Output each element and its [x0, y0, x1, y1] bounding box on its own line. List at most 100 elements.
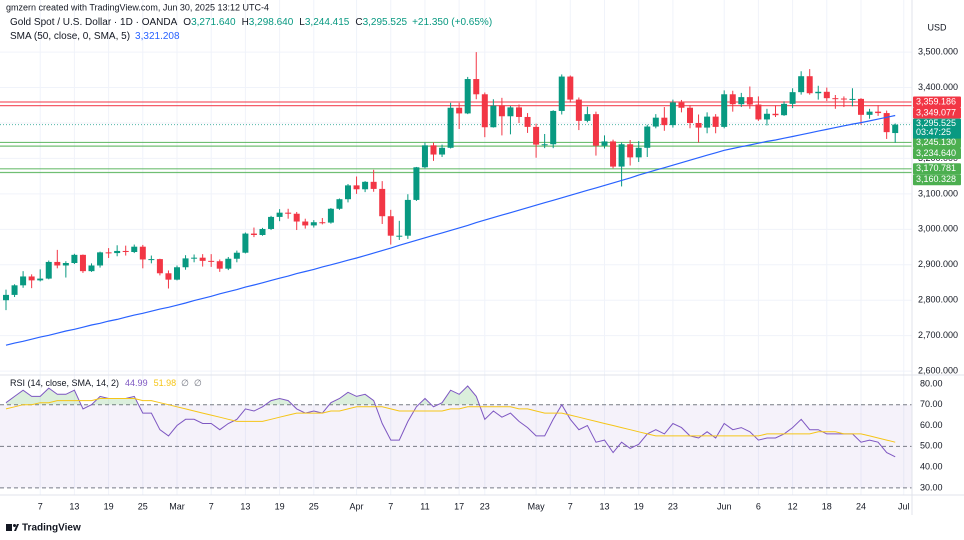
candle-body: [387, 216, 394, 236]
symbol: Gold Spot / U.S. Dollar · 1D · OANDA: [10, 17, 178, 28]
y-tick-label: 80.00: [920, 378, 943, 388]
price-tag-label: 3,245.130: [916, 137, 956, 147]
symbol-line: Gold Spot / U.S. Dollar · 1D · OANDA O3,2…: [10, 17, 492, 28]
rsi-value: 44.99: [125, 378, 148, 388]
candle-body: [473, 79, 480, 95]
price-tag-label: 3,170.781: [916, 163, 956, 173]
candle-body: [550, 110, 557, 145]
candle-body: [199, 257, 206, 261]
candle-body: [396, 235, 403, 237]
candle-body: [62, 262, 69, 266]
candle-body: [79, 254, 86, 272]
candle-body: [516, 107, 522, 117]
candle-body: [832, 98, 839, 100]
x-tick-label: Apr: [350, 501, 364, 511]
logo-mark: [13, 524, 16, 527]
candle-body: [541, 144, 548, 146]
candle-body: [524, 116, 531, 127]
x-tick-label: Jun: [717, 501, 732, 511]
x-tick-label: May: [528, 501, 546, 511]
candle-body: [421, 145, 428, 168]
ohlc-value: 3,295.525: [363, 17, 408, 28]
price-tag: [913, 96, 961, 108]
ohlc-value: 3,271.640: [191, 17, 236, 28]
candle-body: [490, 105, 497, 128]
candle-body: [165, 273, 172, 280]
sma-legend: SMA (50, close, 0, SMA, 5) 3,321.208: [10, 31, 180, 42]
candle-body: [310, 222, 317, 226]
rsi-line: [5, 385, 896, 458]
candle-body: [601, 141, 608, 146]
candle-body: [644, 126, 651, 148]
candle-body: [755, 104, 762, 120]
y-tick-label: 3,400.000: [918, 82, 958, 92]
candle-body: [678, 102, 685, 108]
candle-body: [122, 250, 129, 253]
y-tick-label: 2,700.000: [918, 330, 958, 340]
candle-body: [823, 91, 830, 99]
candle-body: [738, 97, 745, 105]
candle-body: [250, 233, 257, 235]
x-tick-label: 7: [209, 501, 214, 511]
candle-body: [379, 188, 386, 217]
x-tick-label: 13: [69, 501, 79, 511]
candle-body: [225, 258, 232, 269]
candle-body: [618, 144, 625, 167]
candle-body: [635, 147, 642, 158]
candle-body: [182, 258, 189, 268]
candle-body: [54, 261, 61, 266]
price-tag: [913, 174, 961, 186]
x-tick-label: 23: [668, 501, 678, 511]
y-tick-label: 3,500.000: [918, 46, 958, 56]
candle-body: [413, 167, 420, 200]
candle-body: [302, 221, 309, 226]
y-tick-label: 30.00: [920, 482, 943, 492]
candle-body: [498, 105, 505, 117]
candle-body: [216, 261, 223, 269]
price-tag: [913, 147, 961, 159]
candle-body: [858, 98, 864, 115]
candle-body: [439, 147, 446, 155]
rsi-flag: ∅: [181, 378, 189, 388]
x-tick-label: Mar: [169, 501, 185, 511]
x-tick-label: 7: [568, 501, 573, 511]
x-tick-label: 19: [634, 501, 644, 511]
candle-body: [772, 113, 779, 116]
candle-body: [866, 111, 873, 115]
x-tick-label: 13: [240, 501, 250, 511]
candle-body: [208, 260, 215, 262]
candle-body: [242, 233, 249, 253]
candle-body: [268, 216, 275, 229]
x-tick-label: 25: [138, 501, 148, 511]
x-tick-label: 7: [38, 501, 43, 511]
candle-body: [362, 181, 369, 190]
footer-brand: TradingView: [22, 523, 81, 534]
logo-mark: [14, 524, 19, 531]
candle-body: [345, 185, 351, 200]
x-tick-label: Jul: [898, 501, 910, 511]
rsi-legend: RSI (14, close, SMA, 14, 2) 44.99 51.98 ∅ ∅: [10, 378, 202, 388]
y-tick-label: 3,000.000: [918, 224, 958, 234]
candle-body: [336, 199, 343, 209]
candle-body: [464, 79, 471, 114]
rsi-overbought: [6, 386, 896, 405]
candle-body: [721, 94, 728, 127]
candle-body: [404, 199, 411, 236]
candle-body: [687, 107, 693, 123]
candle-body: [883, 113, 890, 133]
rsi-title: RSI (14, close, SMA, 14, 2): [10, 378, 119, 388]
candle-body: [652, 117, 659, 127]
price-tag: [913, 107, 961, 119]
y-tick-label: 70.00: [920, 399, 943, 409]
candle-body: [892, 124, 899, 134]
candle-body: [191, 257, 198, 259]
candle-body: [430, 145, 437, 155]
x-tick-label: 24: [856, 501, 866, 511]
candle-body: [11, 285, 18, 295]
price-tag: [913, 136, 961, 148]
candle-body: [627, 144, 634, 158]
rsi-value: 51.98: [154, 378, 177, 388]
candle-body: [259, 228, 266, 235]
price-tag-label: 3,160.328: [916, 174, 956, 184]
candle-body: [592, 114, 599, 146]
